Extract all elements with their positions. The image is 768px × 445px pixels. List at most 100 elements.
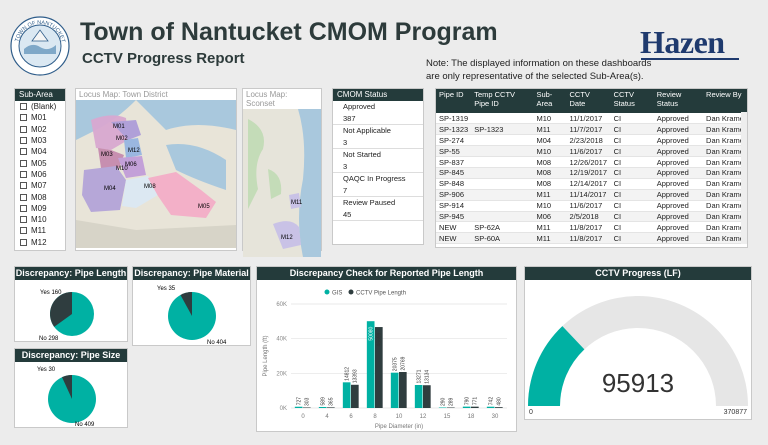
subarea-option-label: M06 (31, 169, 47, 179)
column-header[interactable]: Sub-Area (533, 89, 567, 113)
subarea-option[interactable]: M04 (15, 146, 65, 157)
table-row[interactable]: SP-945 M06 2/5/2018 CI Approved Dan Krame (436, 211, 747, 223)
sconset-map[interactable]: Locus Map: Sconset M11 M12 (242, 88, 322, 257)
map-label-m01: M01 (113, 124, 125, 130)
subarea-option[interactable]: M07 (15, 180, 65, 191)
bar-gis-6 (342, 382, 351, 408)
y-tick-label: 20K (276, 371, 287, 377)
table-cell: M10 (533, 145, 567, 158)
table-cell (471, 134, 534, 147)
column-header[interactable]: Review By (703, 89, 747, 113)
map-label-m08: M08 (144, 184, 156, 190)
subarea-option[interactable]: M08 (15, 191, 65, 202)
checkbox[interactable] (20, 170, 27, 178)
bar-gis-18 (462, 406, 471, 408)
table-cell: SP-914 (436, 200, 472, 212)
bar-data-label: 289 (449, 397, 455, 406)
column-header[interactable]: CCTV Date (566, 89, 611, 113)
subarea-option-label: M11 (31, 226, 46, 236)
column-header[interactable]: Temp CCTV Pipe ID (471, 89, 534, 113)
table-cell: Dan Krame (703, 232, 747, 245)
table-cell (471, 211, 534, 223)
table-cell: Approved (653, 178, 704, 190)
sconset-map-canvas[interactable]: M11 M12 (243, 109, 321, 257)
table-cell: SP-1323 (471, 123, 534, 136)
gauge-min-label: 0 (529, 409, 533, 416)
table-row[interactable]: SP-845 M08 12/19/2017 CI Approved Dan Krame (436, 167, 747, 179)
bar-cctv-30 (495, 407, 503, 408)
table-cell: 2/5/2018 (566, 211, 611, 223)
table-cell (471, 145, 534, 158)
subarea-slicer: Sub-Area (Blank) M01 M02 M03 M04 M05 M06 M07 M08… (14, 88, 66, 251)
length-discrepancy-chart-card: Discrepancy Check for Reported Pipe Leng… (256, 266, 517, 432)
checkbox[interactable] (20, 103, 27, 111)
table-cell (471, 189, 534, 201)
town-district-map[interactable]: Locus Map: Town District M01 M02 M03 M12… (75, 88, 237, 251)
table-cell: NEW (436, 221, 472, 234)
table-row[interactable]: SP-848 M08 12/14/2017 CI Approved Dan Krame (436, 178, 747, 190)
table-cell: M10 (533, 113, 567, 125)
table-cell: M11 (533, 189, 567, 201)
bar-cctv-18 (471, 406, 479, 408)
subarea-option[interactable]: (Blank) (15, 101, 65, 112)
checkbox[interactable] (20, 159, 27, 167)
checkbox[interactable] (20, 216, 27, 224)
x-tick-label: 10 (396, 414, 403, 420)
subarea-option[interactable]: M11 (15, 225, 65, 236)
column-header[interactable]: Review Status (653, 89, 704, 113)
table-cell: CI (610, 200, 654, 212)
bar-data-label: 303 (305, 397, 311, 406)
pie-slice-yes (50, 292, 72, 327)
table-row[interactable]: SP-1323 SP-1323 M11 11/7/2017 CI Approved Dan … (436, 123, 747, 136)
bar-data-label: 46699 (377, 332, 383, 346)
subarea-option[interactable]: M12 (15, 237, 65, 248)
table-row[interactable]: SP-274 M04 2/23/2018 CI Approved Dan Krame (436, 134, 747, 147)
checkbox[interactable] (20, 238, 27, 246)
table-row[interactable]: NEW SP-62A M11 11/8/2017 CI Approved Dan Krame (436, 221, 747, 234)
checkbox[interactable] (20, 227, 27, 235)
hazen-logo-underline (641, 58, 739, 60)
table-row[interactable]: NEW SP-60A M11 11/8/2017 CI Approved Dan Krame (436, 232, 747, 245)
subarea-option[interactable]: M01 (15, 112, 65, 123)
town-map-canvas[interactable]: M01 M02 M03 M12 M06 M04 M08 M05 M10 (76, 100, 236, 248)
table-row[interactable]: SP-837 M08 12/26/2017 CI Approved Dan Krame (436, 156, 747, 168)
subarea-option[interactable]: M05 (15, 157, 65, 168)
table-cell: 11/7/2017 (566, 123, 611, 136)
map-label-m10: M10 (116, 166, 128, 172)
status-label: Not Started (343, 150, 381, 159)
checkbox[interactable] (20, 148, 27, 156)
table-scrollbar[interactable] (741, 112, 747, 244)
bar-data-label: 13393 (353, 369, 359, 383)
pipe-material-title: Discrepancy: Pipe Material (133, 267, 250, 280)
subarea-option[interactable]: M03 (15, 135, 65, 146)
table-row[interactable]: SP-914 M10 11/6/2017 CI Approved Dan Krame (436, 200, 747, 212)
checkbox[interactable] (20, 204, 27, 212)
table-cell: 11/8/2017 (566, 221, 611, 234)
checkbox[interactable] (20, 114, 27, 122)
table-row[interactable]: SP-1319 M10 11/1/2017 CI Approved Dan Krame (436, 113, 747, 125)
subarea-option-label: M01 (31, 113, 47, 123)
town-map-title: Locus Map: Town District (79, 90, 168, 99)
pipe-size-title: Discrepancy: Pipe Size (15, 349, 127, 362)
bar-cctv-8 (375, 327, 383, 408)
subarea-option[interactable]: M09 (15, 203, 65, 214)
checkbox[interactable] (20, 182, 27, 190)
table-cell: 11/6/2017 (566, 200, 611, 212)
status-label: Not Applicable (343, 126, 391, 135)
table-row[interactable]: SP-55 M10 11/6/2017 CI Approved Dan Krame (436, 145, 747, 158)
checkbox[interactable] (20, 137, 27, 145)
bar-cctv-15 (447, 407, 455, 408)
dashboard-note: Note: The displayed information on these… (426, 58, 652, 82)
subarea-option-label: M09 (31, 203, 47, 213)
checkbox[interactable] (20, 193, 27, 201)
subarea-option[interactable]: M06 (15, 169, 65, 180)
subarea-option[interactable]: M02 (15, 124, 65, 135)
column-header[interactable]: Pipe ID (436, 89, 472, 113)
pipe-material-pie-group (168, 292, 216, 340)
subarea-option[interactable]: M10 (15, 214, 65, 225)
table-cell: Dan Krame (703, 156, 747, 168)
table-row[interactable]: SP-906 M11 11/14/2017 CI Approved Dan Krame (436, 189, 747, 201)
checkbox[interactable] (20, 125, 27, 133)
pipe-material-discrepancy-card: Discrepancy: Pipe Material Yes 35 No 404 (132, 266, 251, 346)
column-header[interactable]: CCTV Status (610, 89, 654, 113)
